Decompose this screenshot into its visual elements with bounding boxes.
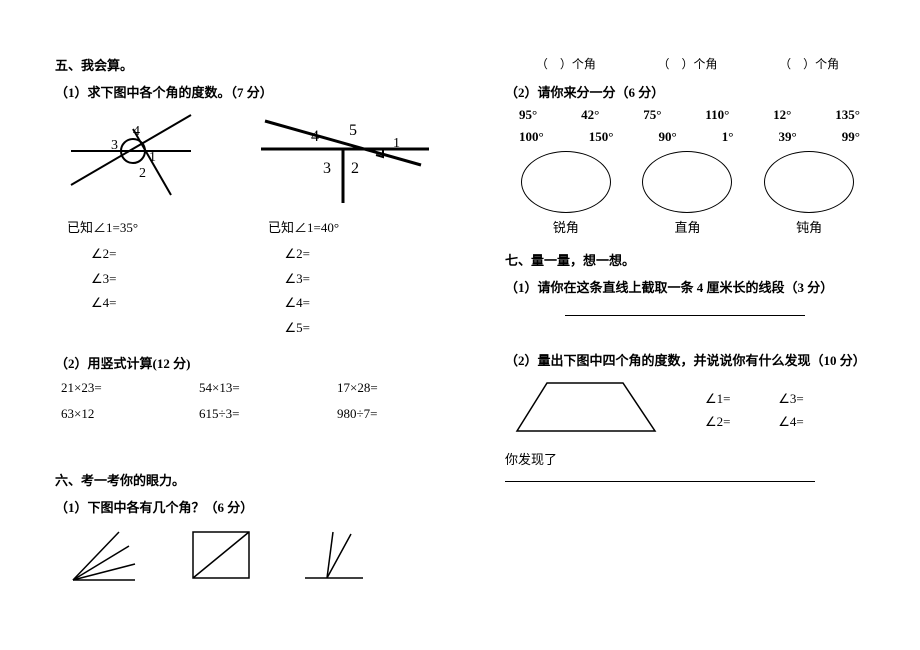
found-label: 你发现了 <box>505 452 557 467</box>
svg-text:2: 2 <box>139 166 146 181</box>
angle-count-blank: （ ）个角 <box>536 55 596 72</box>
found-blank <box>505 468 815 482</box>
angle-blank: ∠2= <box>285 242 311 267</box>
svg-text:4: 4 <box>133 124 140 139</box>
svg-text:3: 3 <box>111 138 118 153</box>
section6-title: 六、考一考你的眼力。 <box>55 470 475 489</box>
fan-angle-diagram <box>65 526 145 584</box>
angle-blank: ∠3= <box>285 267 311 292</box>
q6-2: （2）请你来分一分（6 分） <box>505 82 870 101</box>
q5-2: （2）用竖式计算(12 分) <box>55 353 475 372</box>
calc-item: 54×13= <box>199 380 337 396</box>
angle-value: 75° <box>643 107 661 123</box>
q7-2: （2）量出下图中四个角的度数，并说说你有什么发现（10 分） <box>505 350 870 369</box>
calc-item: 980÷7= <box>337 406 475 422</box>
svg-text:5: 5 <box>349 122 357 139</box>
calc-item: 615÷3= <box>199 406 337 422</box>
right-label: 直角 <box>642 217 732 236</box>
angle-blank: ∠3= <box>91 267 117 292</box>
calc-item: 21×23= <box>61 380 199 396</box>
svg-text:2: 2 <box>351 160 359 177</box>
measure-a2: ∠2= <box>705 410 775 433</box>
q7-1: （1）请你在这条直线上截取一条 4 厘米长的线段（3 分） <box>505 277 870 296</box>
q5-1: （1）求下图中各个角的度数。（7 分） <box>55 82 475 101</box>
calc-item: 17×28= <box>337 380 475 396</box>
section7-title: 七、量一量，想一想。 <box>505 250 870 269</box>
obtuse-label: 钝角 <box>764 217 854 236</box>
angle-blank: ∠4= <box>91 291 117 316</box>
angle-value: 12° <box>773 107 791 123</box>
section5-title: 五、我会算。 <box>55 55 475 74</box>
angle-value: 90° <box>659 129 677 145</box>
angle-value: 135° <box>835 107 860 123</box>
trapezoid-diagram <box>505 375 665 439</box>
measure-a4: ∠4= <box>778 414 804 429</box>
square-angle-diagram <box>187 526 257 584</box>
angle-value: 1° <box>722 129 734 145</box>
acute-ellipse <box>521 151 611 213</box>
v-angle-diagram <box>299 526 369 584</box>
angle-diagram-1: 1 2 3 4 <box>61 107 211 199</box>
angle-count-blank: （ ）个角 <box>657 55 717 72</box>
angle-value: 39° <box>779 129 797 145</box>
angle-diagram-2: 4 5 3 2 1 <box>251 107 441 207</box>
svg-text:4: 4 <box>311 128 319 145</box>
measure-a3: ∠3= <box>778 391 804 406</box>
measure-a1: ∠1= <box>705 387 775 410</box>
acute-label: 锐角 <box>521 217 611 236</box>
known-angle-2: 已知∠1=40° <box>268 217 339 236</box>
obtuse-ellipse <box>764 151 854 213</box>
svg-text:3: 3 <box>323 160 331 177</box>
angle-value: 150° <box>589 129 614 145</box>
angle-diagram-row: 1 2 3 4 4 5 3 2 1 <box>61 107 475 207</box>
angle-count-blank: （ ）个角 <box>779 55 839 72</box>
angle-blank: ∠4= <box>285 291 311 316</box>
known-angle-1: 已知∠1=35° <box>67 217 138 236</box>
angle-blank: ∠5= <box>285 316 311 341</box>
angle-value: 100° <box>519 129 544 145</box>
angle-blank: ∠2= <box>91 242 117 267</box>
angle-value: 42° <box>581 107 599 123</box>
angle-value: 110° <box>705 107 729 123</box>
line-segment-blank <box>565 302 805 316</box>
angle-value: 99° <box>842 129 860 145</box>
calc-item: 63×12 <box>61 406 199 422</box>
right-ellipse <box>642 151 732 213</box>
svg-text:1: 1 <box>393 136 400 151</box>
angle-value: 95° <box>519 107 537 123</box>
svg-text:1: 1 <box>149 150 156 165</box>
q6-1: （1）下图中各有几个角？（6 分） <box>55 497 475 516</box>
